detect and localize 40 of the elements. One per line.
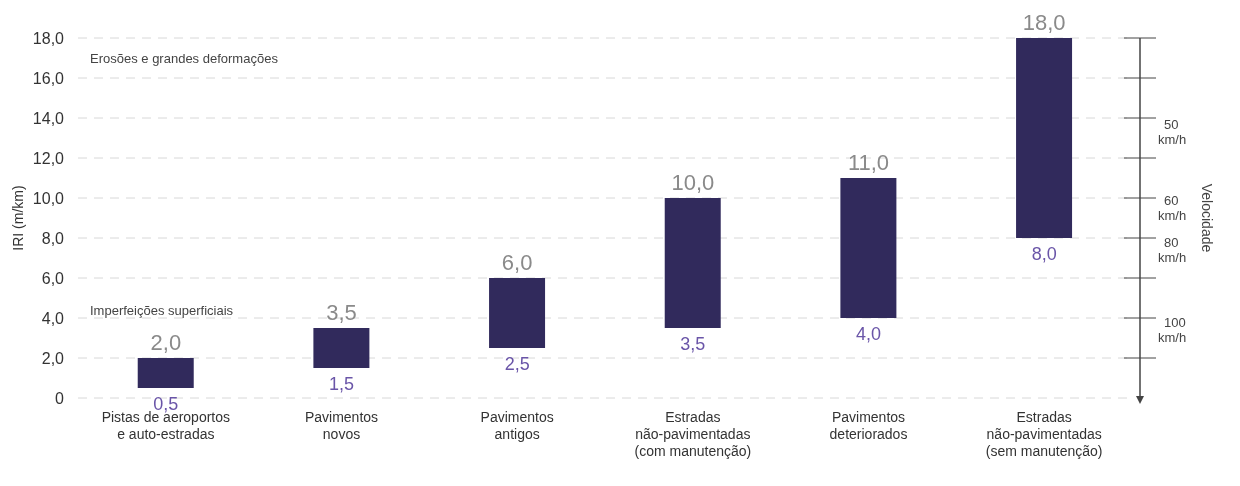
x-tick-label: Estradas não-pavimentadas (sem manutenção) (985, 409, 1103, 459)
x-tick-label: Estradas não-pavimentadas (com manutenção) (634, 409, 752, 459)
annotation: 2,5 (504, 354, 530, 374)
y-tick-label: 6,0 (41, 270, 65, 287)
y-tick-label: 16,0 (32, 70, 65, 87)
y-axis-title: IRI (m/km) (9, 185, 26, 251)
y-tick-label: 12,0 (32, 150, 65, 167)
bar (489, 278, 546, 348)
y-tick-label: 10,0 (32, 190, 65, 207)
annotation: 11,0 (847, 150, 890, 175)
annotation: 3,5 (680, 334, 706, 354)
y-tick-label: 18,0 (32, 30, 65, 47)
x-tick-label: Pavimentos novos (304, 409, 379, 442)
annotation: 18,0 (1022, 10, 1066, 35)
bar (137, 358, 194, 388)
annotation: 3,5 (326, 300, 357, 325)
annotation: 2,0 (150, 330, 182, 355)
y-tick-label: 14,0 (32, 110, 65, 127)
x-tick-label: Pavimentos deteriorados (829, 409, 908, 442)
y-tick-label: 8,0 (41, 230, 65, 247)
annotation: 10,0 (671, 170, 715, 195)
bar (313, 328, 370, 368)
text: Velocidade (1199, 183, 1215, 253)
annotation: Imperfeições superficiais (90, 303, 234, 318)
bar (664, 198, 721, 328)
y-tick-label: 2,0 (41, 350, 65, 367)
x-tick-label: Pavimentos antigos (480, 409, 554, 442)
text: 60 km/h (1158, 193, 1187, 223)
annotation: 4,0 (855, 324, 882, 344)
bar (840, 178, 897, 318)
annotation: Erosões e grandes deformações (90, 51, 279, 66)
annotation: 1,5 (328, 374, 355, 394)
text: 80 km/h (1158, 235, 1187, 265)
text: 50 km/h (1158, 117, 1187, 147)
bar (1016, 38, 1073, 238)
text: 100 km/h (1158, 315, 1187, 345)
y-tick-label: 0 (55, 390, 65, 407)
y-tick-label: 4,0 (41, 310, 65, 327)
annotation: 8,0 (1031, 244, 1057, 264)
annotation: 6,0 (501, 250, 533, 275)
